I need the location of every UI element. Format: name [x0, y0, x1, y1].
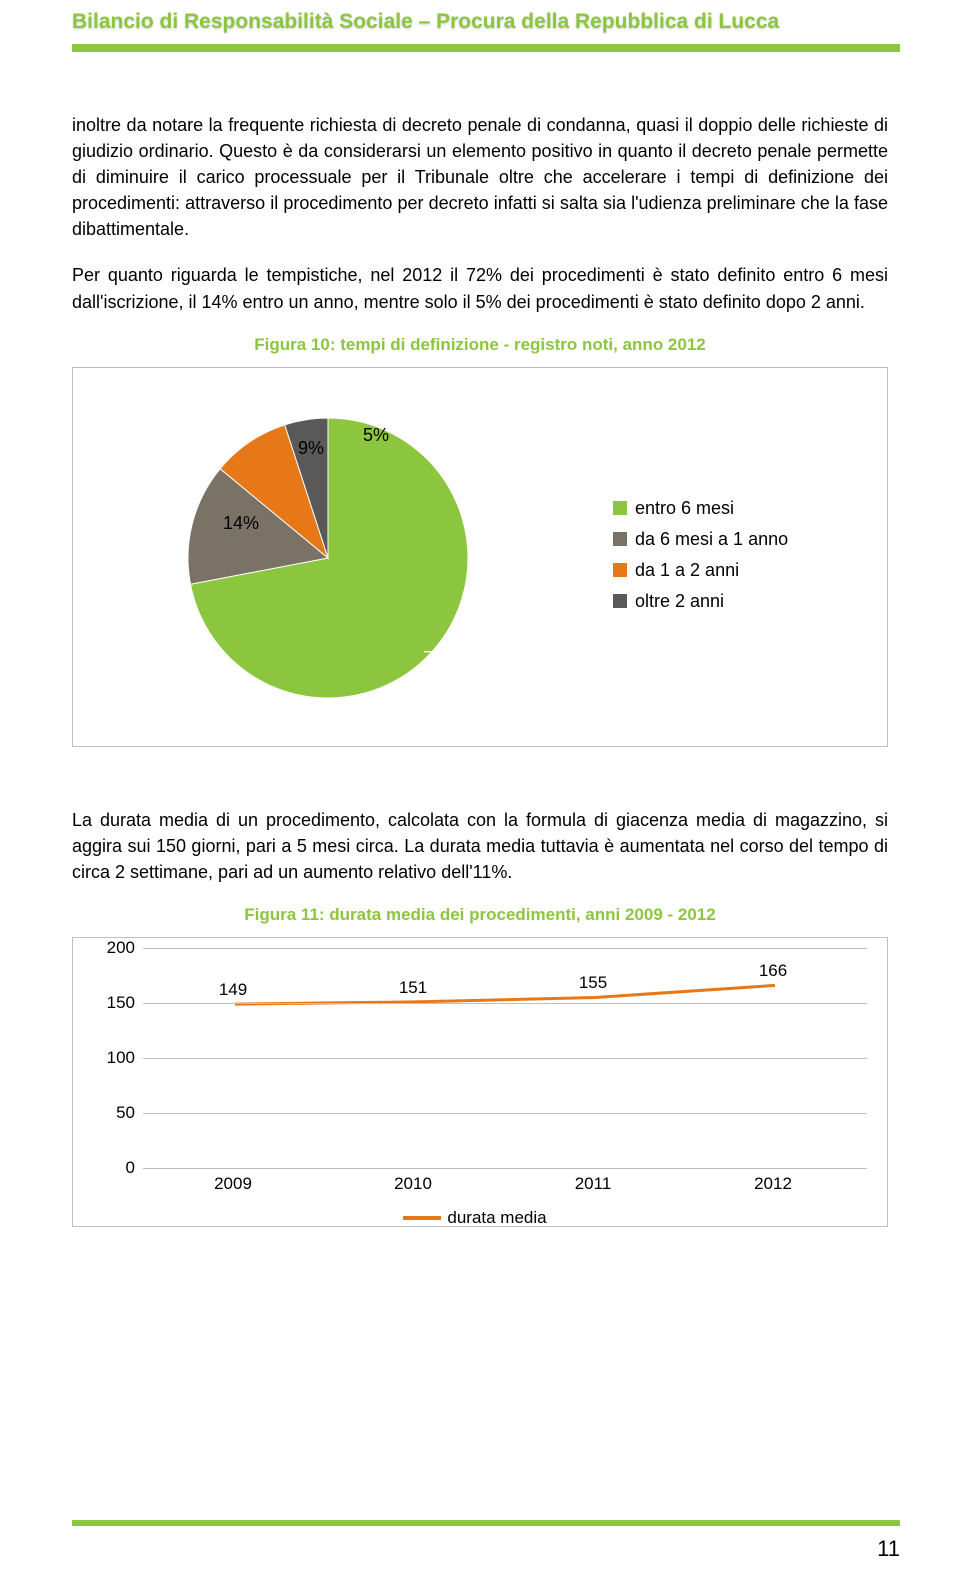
- page-content: inoltre da notare la frequente richiesta…: [0, 52, 960, 1227]
- point-value-label: 166: [759, 961, 787, 981]
- point-value-label: 151: [399, 978, 427, 998]
- y-tick-label: 150: [83, 993, 135, 1013]
- pie-slice-label: 72%: [423, 648, 459, 669]
- legend-label: da 1 a 2 anni: [635, 560, 739, 581]
- legend-item: entro 6 mesi: [613, 498, 788, 519]
- line-series: [235, 985, 775, 1004]
- gridline: [143, 1168, 867, 1169]
- x-tick-label: 2012: [754, 1174, 792, 1194]
- legend-item: da 1 a 2 anni: [613, 560, 788, 581]
- pie-legend: entro 6 mesi da 6 mesi a 1 anno da 1 a 2 a…: [613, 498, 788, 622]
- figure10-caption: Figura 10: tempi di definizione - regist…: [72, 335, 888, 355]
- point-value-label: 155: [579, 973, 607, 993]
- pie-slice-label: 5%: [363, 425, 389, 446]
- y-tick-label: 0: [83, 1158, 135, 1178]
- legend-swatch: [613, 532, 627, 546]
- y-tick-label: 200: [83, 938, 135, 958]
- legend-label: entro 6 mesi: [635, 498, 734, 519]
- paragraph-3: La durata media di un procedimento, calc…: [72, 807, 888, 885]
- legend-swatch: [613, 594, 627, 608]
- legend-item: da 6 mesi a 1 anno: [613, 529, 788, 550]
- header-divider: [72, 44, 900, 52]
- legend-swatch: [613, 501, 627, 515]
- legend-label: da 6 mesi a 1 anno: [635, 529, 788, 550]
- gridline: [143, 948, 867, 949]
- header-bar: Bilancio di Responsabilità Sociale – Pro…: [0, 0, 960, 44]
- legend-item: oltre 2 anni: [613, 591, 788, 612]
- figure10-chart: 72% 14% 9% 5% entro 6 mesi da 6 mesi a 1 ann…: [72, 367, 888, 747]
- legend-swatch: [613, 563, 627, 577]
- figure11-chart: 0 50 100 150 200 149 2009 151 2010 155 2011 166 2012…: [72, 937, 888, 1227]
- x-tick-label: 2010: [394, 1174, 432, 1194]
- x-tick-label: 2011: [575, 1174, 612, 1194]
- legend-label: oltre 2 anni: [635, 591, 724, 612]
- point-value-label: 149: [219, 980, 247, 1000]
- figure11-caption: Figura 11: durata media dei procedimenti…: [72, 905, 888, 925]
- paragraph-2: Per quanto riguarda le tempistiche, nel …: [72, 262, 888, 314]
- line-plot: 0501001502001492009151201015520111662012: [83, 948, 867, 1168]
- footer-divider: [72, 1520, 900, 1526]
- header-title: Bilancio di Responsabilità Sociale – Pro…: [72, 10, 779, 34]
- pie-slice-label: 9%: [298, 438, 324, 459]
- y-tick-label: 50: [83, 1103, 135, 1123]
- pie-slice-label: 14%: [223, 513, 259, 534]
- page-number: 11: [877, 1536, 900, 1562]
- line-legend: durata media: [83, 1208, 867, 1228]
- line-legend-swatch: [403, 1216, 441, 1220]
- gridline: [143, 1058, 867, 1059]
- gridline: [143, 1003, 867, 1004]
- line-series-label: durata media: [447, 1208, 546, 1227]
- y-tick-label: 100: [83, 1048, 135, 1068]
- gridline: [143, 1113, 867, 1114]
- paragraph-1: inoltre da notare la frequente richiesta…: [72, 112, 888, 242]
- x-tick-label: 2009: [214, 1174, 252, 1194]
